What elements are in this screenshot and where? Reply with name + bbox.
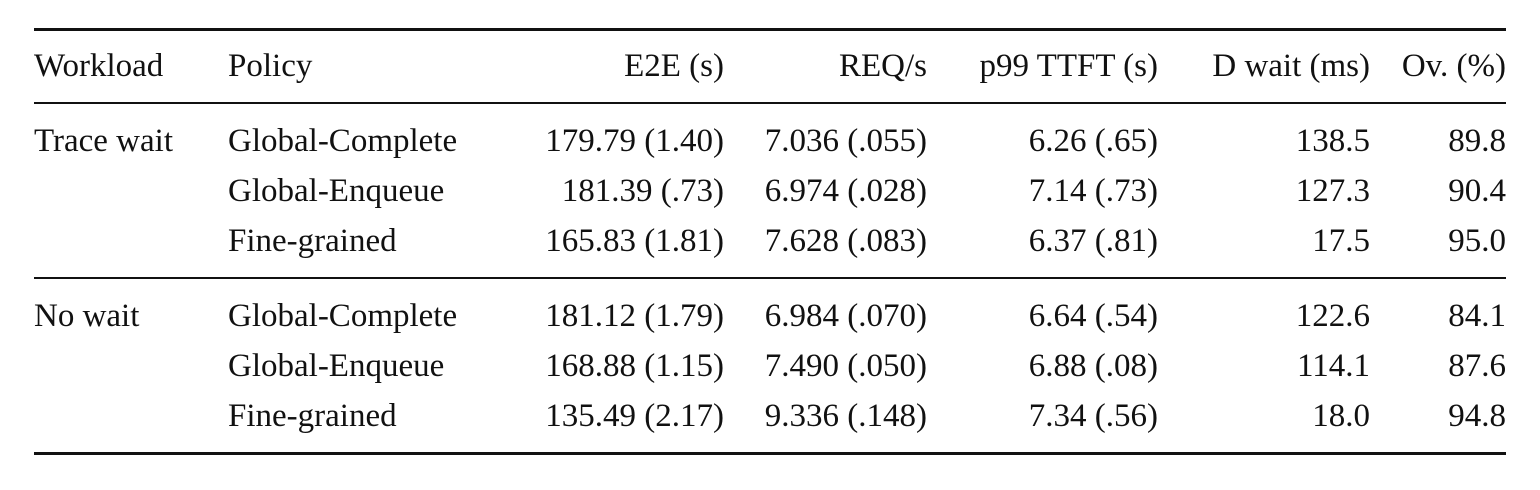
value-cell: 7.34 (.56): [1028, 398, 1158, 434]
column-header: Workload: [34, 48, 164, 84]
column-header: Policy: [228, 48, 313, 84]
value-cell: 84.1: [1448, 298, 1506, 334]
value-cell: 135.49 (2.17): [545, 398, 724, 434]
value-cell: 122.6: [1295, 298, 1370, 334]
column-header: p99 TTFT (s): [979, 48, 1158, 84]
value-cell: 87.6: [1448, 348, 1506, 384]
value-cell: 6.64 (.54): [1028, 298, 1158, 334]
group-rule: [34, 277, 1506, 279]
policy-cell: Global-Complete: [228, 298, 458, 334]
value-cell: 7.628 (.083): [764, 223, 927, 259]
top-rule: [34, 28, 1506, 31]
value-cell: 95.0: [1448, 223, 1506, 259]
value-cell: 127.3: [1295, 173, 1370, 209]
policy-cell: Global-Enqueue: [228, 173, 445, 209]
value-cell: 6.37 (.81): [1028, 223, 1158, 259]
policy-cell: Global-Enqueue: [228, 348, 445, 384]
value-cell: 168.88 (1.15): [545, 348, 724, 384]
value-cell: 17.5: [1312, 223, 1370, 259]
value-cell: 94.8: [1448, 398, 1506, 434]
policy-cell: Global-Complete: [228, 123, 458, 159]
value-cell: 7.490 (.050): [764, 348, 927, 384]
column-header: REQ/s: [838, 48, 927, 84]
value-cell: 114.1: [1296, 348, 1370, 384]
value-cell: 6.88 (.08): [1028, 348, 1158, 384]
value-cell: 181.12 (1.79): [545, 298, 724, 334]
workload-label: No wait: [34, 298, 140, 334]
value-cell: 90.4: [1448, 173, 1506, 209]
value-cell: 7.14 (.73): [1028, 173, 1158, 209]
column-header: D wait (ms): [1212, 48, 1370, 84]
value-cell: 6.984 (.070): [764, 298, 927, 334]
column-header: E2E (s): [624, 48, 724, 84]
column-header: Ov. (%): [1401, 48, 1506, 84]
value-cell: 9.336 (.148): [764, 398, 927, 434]
value-cell: 181.39 (.73): [561, 173, 724, 209]
policy-cell: Fine-grained: [228, 398, 397, 434]
policy-cell: Fine-grained: [228, 223, 397, 259]
workload-label: Trace wait: [34, 123, 173, 159]
value-cell: 6.26 (.65): [1028, 123, 1158, 159]
value-cell: 138.5: [1295, 123, 1370, 159]
bottom-rule: [34, 452, 1506, 455]
header-rule: [34, 102, 1506, 104]
value-cell: 18.0: [1312, 398, 1370, 434]
value-cell: 179.79 (1.40): [545, 123, 724, 159]
value-cell: 7.036 (.055): [764, 123, 927, 159]
value-cell: 89.8: [1448, 123, 1506, 159]
value-cell: 165.83 (1.81): [545, 223, 724, 259]
value-cell: 6.974 (.028): [764, 173, 927, 209]
